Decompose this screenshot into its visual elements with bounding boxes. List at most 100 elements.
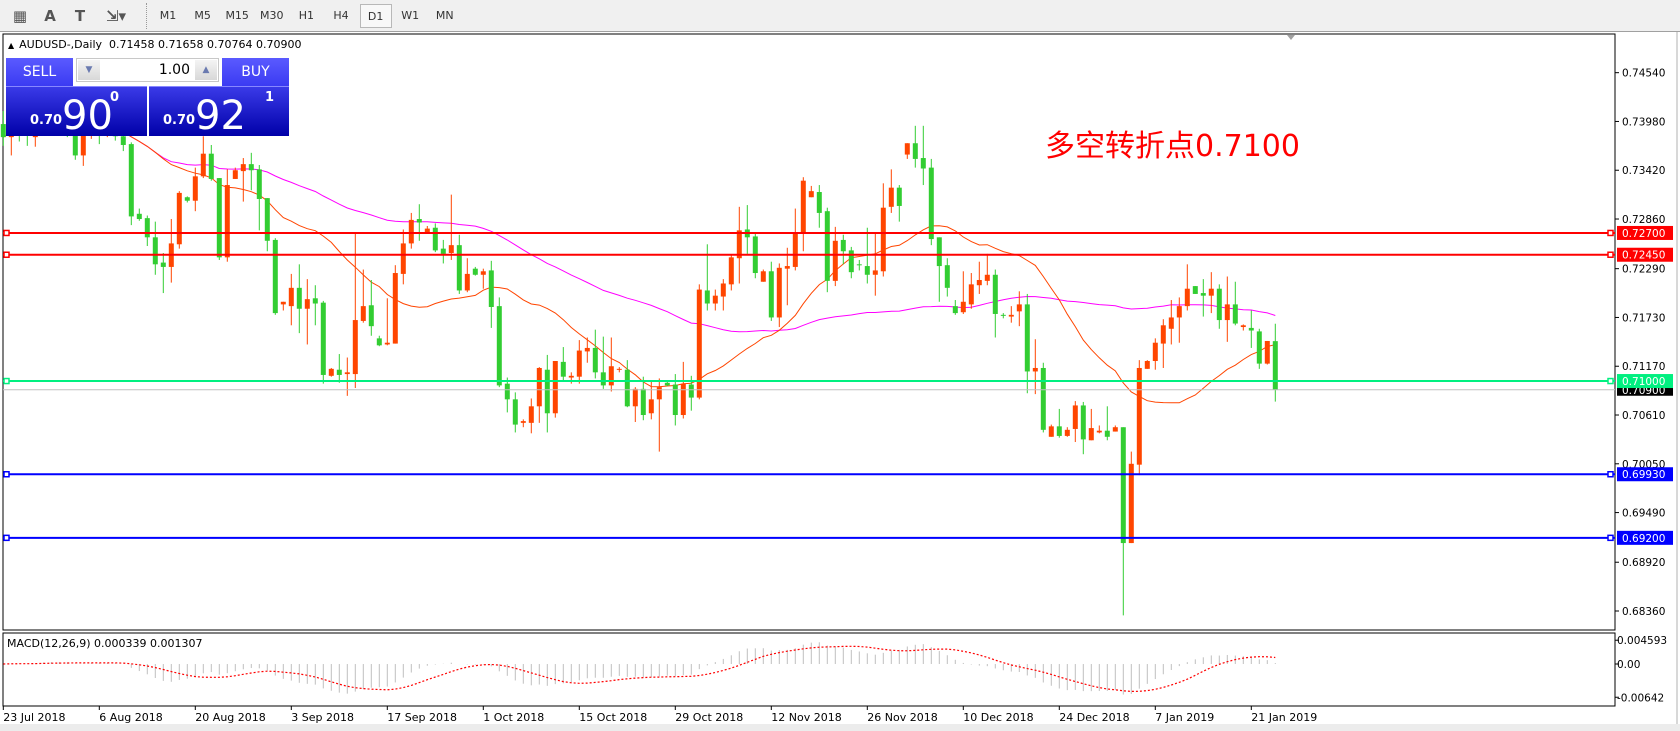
timeframe-h1[interactable]: H1 (298, 9, 315, 22)
level-anchor-right[interactable] (1607, 470, 1614, 478)
candle (968, 273, 974, 309)
macd-tick-label: -0.00642 (1617, 692, 1664, 704)
candle-body (1200, 293, 1206, 296)
candle-body (808, 191, 814, 198)
timeframe-mn[interactable]: MN (435, 9, 454, 22)
price-tick-label: 0.70610 (1622, 410, 1665, 422)
lot-size-field[interactable]: ▼ 1.00 ▲ (76, 58, 219, 82)
candle-body (856, 264, 862, 266)
candle (1064, 427, 1070, 437)
candle (440, 239, 446, 264)
candle-body (696, 289, 702, 398)
candle-body (440, 248, 446, 254)
level-anchor-left[interactable] (3, 251, 10, 258)
candle-body (80, 132, 86, 156)
candle-body (1064, 429, 1070, 436)
timeframe-h4[interactable]: H4 (333, 9, 349, 22)
candle-body (920, 158, 926, 169)
level-anchor-left[interactable] (3, 534, 10, 542)
candle-body (416, 219, 422, 223)
candle (176, 191, 182, 249)
timeframe-w1[interactable]: W1 (401, 9, 420, 22)
level-anchor-left[interactable] (3, 377, 10, 385)
candle-body (240, 164, 246, 172)
chart-annotation[interactable]: 多空转折点0.7100 (1045, 129, 1300, 164)
candle-body (888, 187, 894, 207)
lot-decrease-icon[interactable]: ▼ (78, 60, 100, 80)
candle-body (1024, 304, 1030, 372)
candle (664, 381, 670, 387)
candle-body (712, 295, 718, 304)
candle (1256, 328, 1262, 369)
candle (264, 198, 270, 252)
candle (1184, 264, 1190, 311)
collapse-triangle-icon[interactable]: ▲ (8, 41, 15, 50)
candle (280, 301, 286, 311)
arrows-icon[interactable]: ⇲▾ (105, 7, 127, 25)
timeframe-m30[interactable]: M30 (260, 9, 284, 22)
buy-button[interactable]: BUY (222, 58, 289, 86)
candle-body (720, 283, 726, 297)
candle-body (592, 347, 598, 373)
candle-body (656, 387, 662, 400)
text-label-icon[interactable]: T (74, 7, 86, 25)
level-anchor-right[interactable] (1607, 251, 1614, 258)
candle (1096, 425, 1102, 434)
candle (936, 237, 942, 302)
timeframe-m5[interactable]: M5 (194, 9, 211, 22)
candle (560, 347, 566, 381)
macd-label: MACD(12,26,9) 0.000339 0.001307 (7, 637, 203, 650)
candle (808, 185, 814, 198)
candle (784, 247, 790, 306)
candle-body (1152, 342, 1158, 362)
macd-tick-label: 0.00 (1617, 659, 1640, 671)
candle (1056, 408, 1062, 438)
candle-body (224, 185, 230, 258)
text-icon[interactable]: A (44, 7, 56, 25)
chart-shift-icon[interactable] (1287, 35, 1295, 40)
grid-f-icon[interactable]: ▦ (12, 7, 28, 25)
candle (1080, 401, 1086, 455)
candle-body (176, 192, 182, 245)
candle-body (160, 262, 166, 267)
candle-body (288, 287, 294, 307)
candle (984, 253, 990, 286)
timeframe-m15[interactable]: M15 (225, 9, 249, 22)
timeframe-d1[interactable]: D1 (359, 4, 392, 28)
candle (976, 261, 982, 294)
price-tick-label: 0.68920 (1622, 557, 1665, 569)
candle (856, 259, 862, 271)
level-anchor-right[interactable] (1607, 534, 1614, 542)
lot-increase-icon[interactable]: ▲ (195, 60, 217, 80)
sell-button[interactable]: SELL (6, 58, 73, 86)
candle-body (472, 268, 478, 275)
candle (1160, 319, 1166, 368)
candle-body (376, 338, 382, 346)
candle-body (544, 369, 550, 414)
level-anchor-left[interactable] (3, 470, 10, 478)
lot-size-value[interactable]: 1.00 (158, 62, 190, 78)
date-tick-label: 15 Oct 2018 (579, 711, 647, 724)
candle-body (1160, 325, 1166, 344)
candle-body (936, 237, 942, 267)
candle (1232, 281, 1238, 326)
candle-body (1168, 317, 1174, 329)
candle-body (488, 270, 494, 307)
level-anchor-right[interactable] (1607, 229, 1614, 237)
candle-body (560, 361, 566, 377)
buy-price[interactable]: 0.70 92 1 (149, 86, 289, 138)
level-anchor-right[interactable] (1607, 377, 1614, 385)
sell-price[interactable]: 0.70 90 0 (6, 86, 147, 138)
price-tick-label: 0.71170 (1622, 361, 1665, 373)
date-tick-label: 12 Nov 2018 (771, 711, 841, 724)
candle-body (392, 273, 398, 344)
candle-body (1072, 405, 1078, 429)
level-anchor-left[interactable] (3, 229, 10, 237)
candle (448, 194, 454, 260)
buy-price-prefix: 0.70 (163, 113, 196, 128)
candle (128, 142, 134, 226)
candle (1120, 427, 1126, 616)
timeframe-m1[interactable]: M1 (159, 9, 177, 22)
candle (616, 367, 622, 373)
candle (1208, 272, 1214, 314)
